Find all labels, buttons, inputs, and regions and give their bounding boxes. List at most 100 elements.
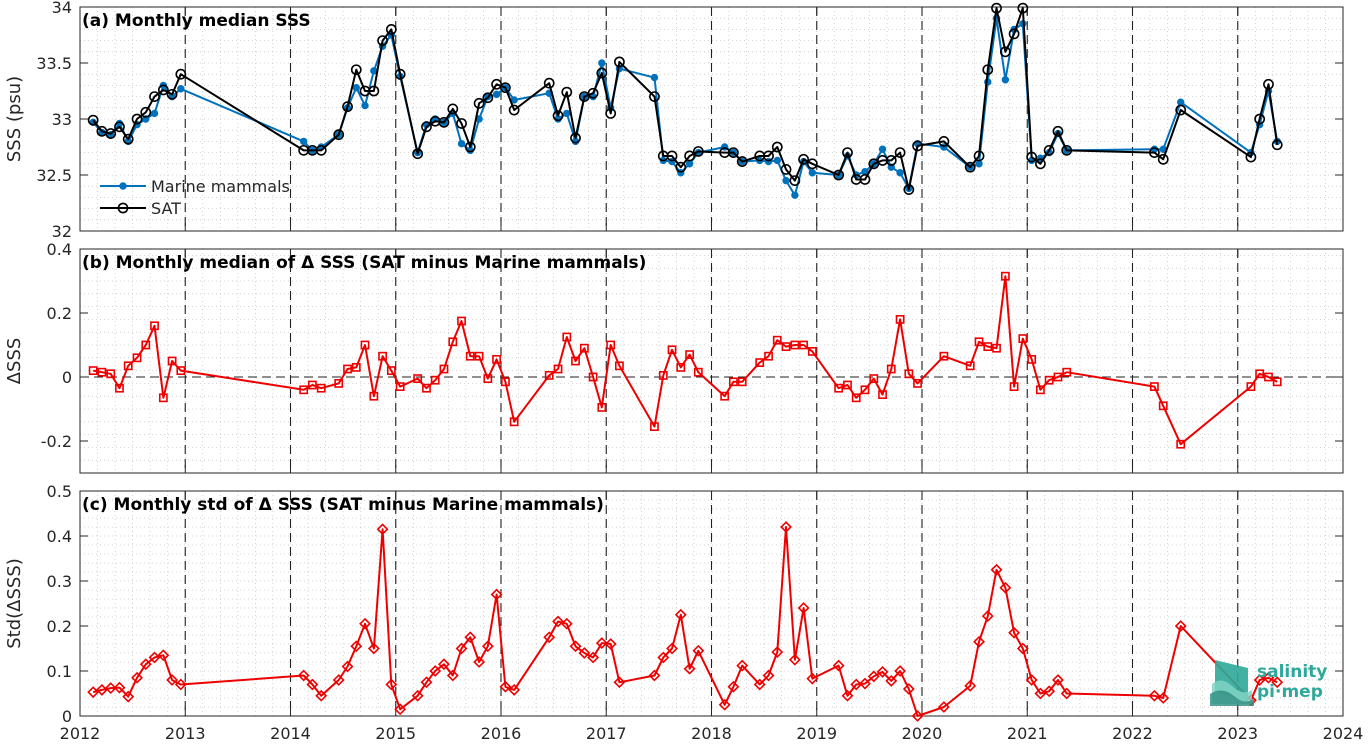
data-point — [157, 84, 169, 96]
data-point — [1062, 367, 1072, 377]
data-point — [412, 148, 424, 160]
year-divider-lines — [184, 249, 1239, 473]
data-point — [87, 114, 99, 126]
data-point — [150, 109, 159, 118]
data-point — [359, 617, 371, 630]
data-point — [560, 617, 573, 630]
data-point — [859, 677, 871, 690]
data-point — [552, 615, 564, 628]
legend-label: Marine mammals — [151, 177, 290, 196]
data-point — [763, 150, 774, 162]
series-line — [93, 275, 1278, 446]
data-point — [422, 383, 431, 393]
data-point — [782, 176, 790, 185]
data-point — [1148, 147, 1160, 158]
data-point — [509, 417, 519, 427]
legend-label: SAT — [151, 199, 181, 218]
data-point — [386, 366, 396, 375]
panel-a-sss: 32 32.5 33 33.5 34 SSS (psu) (a) Monthly media… — [4, 0, 1344, 241]
data-point — [395, 382, 405, 391]
data-point — [544, 370, 554, 380]
data-point — [587, 651, 600, 664]
data-point — [378, 351, 387, 361]
data-point — [1177, 98, 1185, 106]
data-point — [543, 77, 555, 89]
data-point — [1017, 2, 1029, 14]
data-point — [139, 658, 152, 671]
salinity-pimep-logo: salinity pi·mep — [1210, 660, 1327, 706]
data-point — [1272, 377, 1282, 387]
data-point — [149, 91, 160, 102]
data-point — [1246, 382, 1256, 391]
data-point — [385, 678, 398, 691]
x-ticks — [79, 249, 1344, 473]
data-point — [439, 364, 449, 374]
data-point — [543, 631, 556, 644]
data-point — [650, 73, 659, 82]
y-ticks: 0 0.1 0.2 0.3 0.4 0.5 — [47, 482, 1343, 726]
data-point — [177, 85, 185, 93]
data-point — [683, 662, 696, 675]
data-point — [473, 97, 485, 109]
data-point — [789, 175, 801, 186]
x-tick-label: 2019 — [796, 724, 837, 743]
data-point — [911, 710, 924, 722]
data-point — [788, 653, 801, 666]
data-point — [1043, 144, 1055, 156]
data-point — [474, 351, 484, 361]
data-point — [421, 121, 432, 133]
data-point — [657, 651, 670, 664]
data-point — [508, 683, 521, 696]
data-point — [1255, 369, 1265, 379]
data-point — [975, 160, 983, 168]
data-point — [991, 2, 1002, 14]
data-point — [105, 128, 117, 139]
data-point — [772, 335, 782, 345]
data-point — [902, 683, 915, 695]
data-point — [438, 658, 450, 671]
series-line — [92, 7, 1279, 191]
data-point — [167, 356, 177, 366]
x-tick-label: 2015 — [375, 724, 416, 743]
data-point — [569, 640, 582, 653]
x-tick-label: 2024 — [1323, 724, 1364, 743]
data-point — [448, 337, 458, 347]
data-point — [508, 104, 520, 116]
data-point — [446, 669, 459, 682]
x-tick-label: 2013 — [165, 724, 206, 743]
data-point — [790, 340, 800, 350]
data-point — [1016, 642, 1029, 655]
data-point — [1148, 689, 1161, 702]
logo-line-1: salinity — [1257, 662, 1327, 682]
data-point — [1026, 151, 1038, 163]
data-point — [860, 385, 870, 395]
series-line — [92, 526, 1278, 717]
data-point — [148, 651, 161, 664]
data-point — [692, 146, 704, 157]
data-point — [833, 169, 845, 181]
y-tick-label: 0.2 — [47, 304, 72, 323]
x-tick-label: 2014 — [270, 724, 311, 743]
y-tick-label: 32 — [52, 222, 72, 241]
data-point — [578, 647, 591, 659]
data-point — [299, 137, 308, 146]
data-point — [894, 665, 907, 677]
logo-waves-icon — [1210, 660, 1254, 706]
data-point — [676, 362, 686, 372]
data-point — [106, 369, 116, 379]
data-point — [385, 23, 397, 35]
data-point — [781, 342, 791, 351]
y-tick-label: -0.2 — [41, 432, 72, 451]
data-point — [481, 640, 494, 653]
panel-c-std-delta-sss: 0 0.1 0.2 0.3 0.4 0.5 2012 2013 2014 2015 2016 2017… — [4, 482, 1363, 743]
data-point — [736, 156, 748, 167]
data-point — [122, 690, 135, 703]
data-point — [1008, 28, 1020, 40]
x-ticks: 2012 2013 2014 2015 2016 2017 2018 2019 2020 2021… — [60, 491, 1364, 743]
data-point — [123, 361, 133, 371]
data-point — [771, 141, 783, 153]
data-point — [1044, 375, 1054, 385]
y-tick-label: 0.5 — [47, 482, 72, 501]
data-point — [394, 703, 407, 716]
data-point — [666, 150, 678, 162]
